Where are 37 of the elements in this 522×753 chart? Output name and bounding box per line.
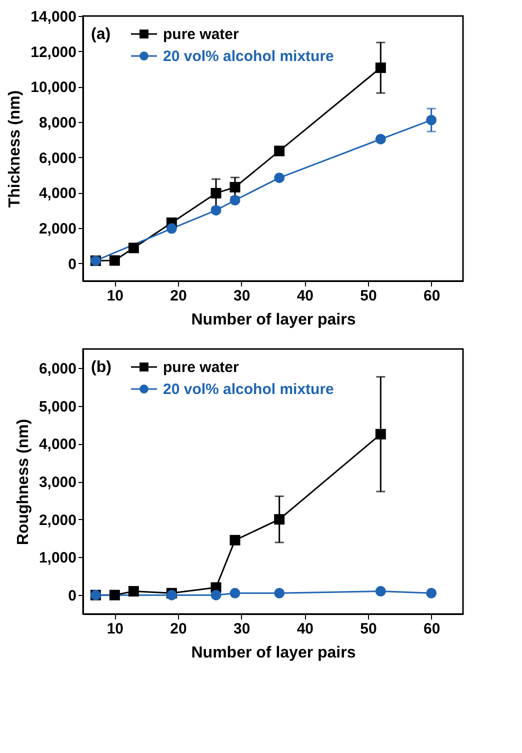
x-axis-title: Number of layer pairs xyxy=(191,644,356,662)
y-tick-label: 5,000 xyxy=(38,398,76,416)
y-tick-label: 8,000 xyxy=(38,114,76,132)
x-tick-label: 40 xyxy=(296,620,314,638)
x-tick-label: 10 xyxy=(106,620,124,638)
legend-label: pure water xyxy=(163,359,240,376)
x-tick-label: 60 xyxy=(423,288,440,304)
x-tick-label: 10 xyxy=(106,288,124,304)
y-tick-label: 14,000 xyxy=(30,8,76,26)
y-tick-label: 4,000 xyxy=(38,436,76,454)
legend-label: pure water xyxy=(163,26,240,43)
x-tick-label: 60 xyxy=(423,620,440,638)
x-axis-title: Number of layer pairs xyxy=(191,312,356,328)
y-tick-label: 6,000 xyxy=(38,360,76,378)
y-tick-label: 3,000 xyxy=(38,474,76,491)
y-axis-title: Thickness (nm) xyxy=(6,90,24,208)
y-tick-label: 2,000 xyxy=(38,512,76,529)
x-tick-label: 50 xyxy=(360,620,377,638)
y-tick-label: 6,000 xyxy=(38,150,76,167)
x-tick-label: 20 xyxy=(170,620,187,638)
x-tick-label: 20 xyxy=(170,288,187,304)
y-axis-title: Roughness (nm) xyxy=(14,418,32,546)
y-tick-label: 0 xyxy=(68,256,76,273)
x-tick-label: 30 xyxy=(233,288,250,304)
y-tick-label: 1,000 xyxy=(38,550,76,567)
y-tick-label: 10,000 xyxy=(30,79,76,96)
y-tick-label: 2,000 xyxy=(38,220,76,238)
x-tick-label: 40 xyxy=(296,288,314,304)
annotation: (a) xyxy=(91,26,111,43)
annotation: (b) xyxy=(91,359,112,376)
y-tick-label: 4,000 xyxy=(38,185,76,202)
x-tick-label: 50 xyxy=(360,288,377,304)
legend-label: 20 vol% alcohol mixture xyxy=(163,381,334,398)
y-tick-label: 0 xyxy=(68,588,76,605)
y-tick-label: 12,000 xyxy=(30,44,76,61)
legend-label: 20 vol% alcohol mixture xyxy=(163,48,334,65)
x-tick-label: 30 xyxy=(233,620,250,638)
